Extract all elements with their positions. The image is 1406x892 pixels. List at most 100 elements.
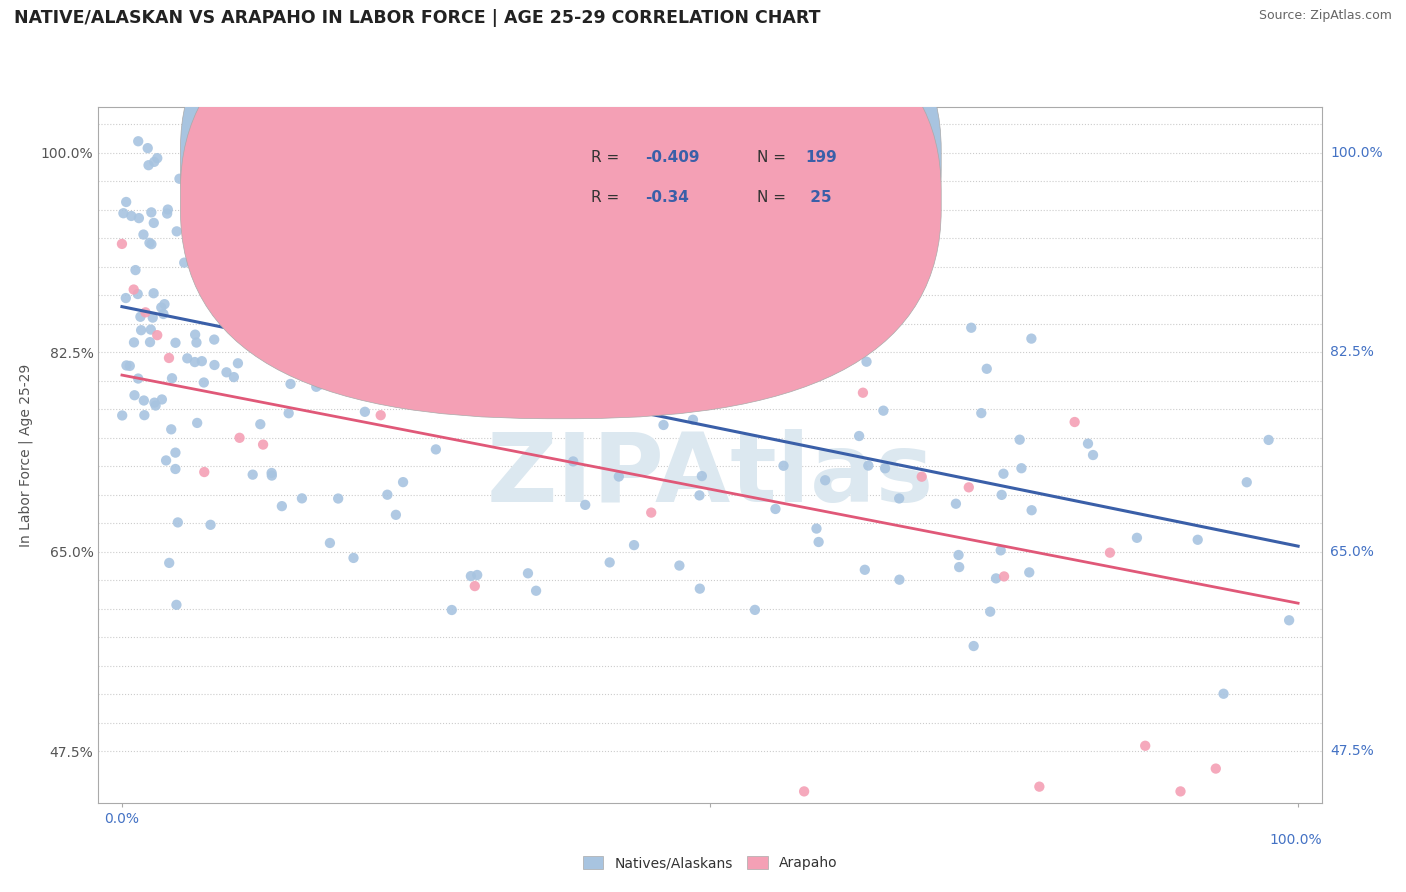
Point (291, 491, 314, 506)
Point (142, 216, 165, 230)
Point (136, 141, 159, 155)
Point (1010, 461, 1032, 475)
Point (450, 230, 472, 244)
Point (165, 445, 187, 459)
Point (260, 468, 283, 483)
Point (311, 204, 333, 219)
Point (873, 461, 896, 475)
Point (233, 190, 256, 204)
Point (128, 211, 150, 226)
Point (150, 392, 173, 407)
Point (681, 268, 703, 283)
Point (169, 171, 191, 186)
Point (134, 408, 156, 422)
Point (1278, 613, 1301, 627)
Y-axis label: In Labor Force | Age 25-29: In Labor Force | Age 25-29 (18, 363, 32, 547)
Point (314, 360, 336, 375)
Point (280, 354, 302, 368)
Point (193, 376, 215, 390)
Point (806, 522, 828, 536)
Point (530, 352, 553, 367)
Point (132, 393, 155, 408)
Point (145, 399, 167, 413)
Point (146, 151, 169, 165)
Point (793, 784, 815, 798)
Point (682, 413, 704, 427)
Point (668, 558, 690, 573)
Point (157, 556, 180, 570)
Point (166, 224, 188, 238)
Point (524, 583, 547, 598)
Point (463, 227, 485, 242)
Text: 25: 25 (806, 190, 832, 205)
Point (889, 573, 911, 587)
Point (157, 351, 180, 365)
Point (139, 335, 162, 350)
Point (502, 306, 524, 320)
Text: 65.0%: 65.0% (1330, 545, 1374, 559)
Point (342, 550, 364, 565)
Point (689, 582, 711, 596)
Point (309, 281, 332, 295)
Point (343, 322, 366, 336)
Point (204, 358, 226, 372)
Point (517, 566, 540, 581)
Point (315, 338, 337, 352)
Legend: Natives/Alaskans, Arapaho: Natives/Alaskans, Arapaho (576, 851, 844, 876)
Point (976, 361, 998, 376)
Point (238, 233, 260, 247)
Point (124, 263, 146, 277)
Point (502, 359, 524, 373)
Point (202, 289, 225, 303)
Point (772, 458, 794, 473)
Point (124, 388, 146, 402)
Point (723, 313, 745, 327)
Point (354, 405, 377, 419)
Text: -0.34: -0.34 (645, 190, 689, 205)
Point (522, 378, 544, 392)
Point (156, 206, 179, 220)
Point (202, 333, 225, 347)
Text: NATIVE/ALASKAN VS ARAPAHO IN LABOR FORCE | AGE 25-29 CORRELATION CHART: NATIVE/ALASKAN VS ARAPAHO IN LABOR FORCE… (14, 9, 821, 27)
Point (193, 189, 215, 203)
Text: N =: N = (756, 150, 790, 165)
Point (363, 376, 385, 391)
Point (252, 437, 274, 451)
Point (599, 556, 621, 570)
Point (156, 202, 179, 217)
Point (120, 209, 142, 223)
Point (134, 305, 156, 319)
Point (391, 299, 413, 313)
Point (346, 314, 368, 328)
Point (561, 312, 583, 326)
Point (242, 467, 264, 482)
Text: 100.0%: 100.0% (1330, 145, 1382, 160)
Point (139, 322, 162, 336)
Point (1018, 566, 1040, 580)
Point (226, 356, 249, 370)
FancyBboxPatch shape (180, 0, 941, 418)
Point (277, 406, 299, 420)
Point (215, 365, 238, 379)
Point (963, 639, 986, 653)
Point (872, 403, 894, 417)
Point (142, 310, 165, 325)
Point (200, 517, 222, 532)
Point (541, 272, 564, 286)
Point (260, 466, 283, 480)
Point (970, 406, 993, 420)
Text: 82.5%: 82.5% (1330, 345, 1374, 359)
Point (489, 301, 512, 316)
Point (1236, 475, 1258, 490)
Point (464, 579, 486, 593)
Point (202, 255, 225, 269)
Point (807, 535, 830, 549)
Point (184, 327, 207, 342)
Point (852, 385, 875, 400)
Point (160, 422, 183, 436)
Point (270, 499, 292, 513)
Point (138, 158, 160, 172)
Point (586, 253, 609, 268)
Point (138, 235, 160, 250)
Point (114, 291, 136, 305)
